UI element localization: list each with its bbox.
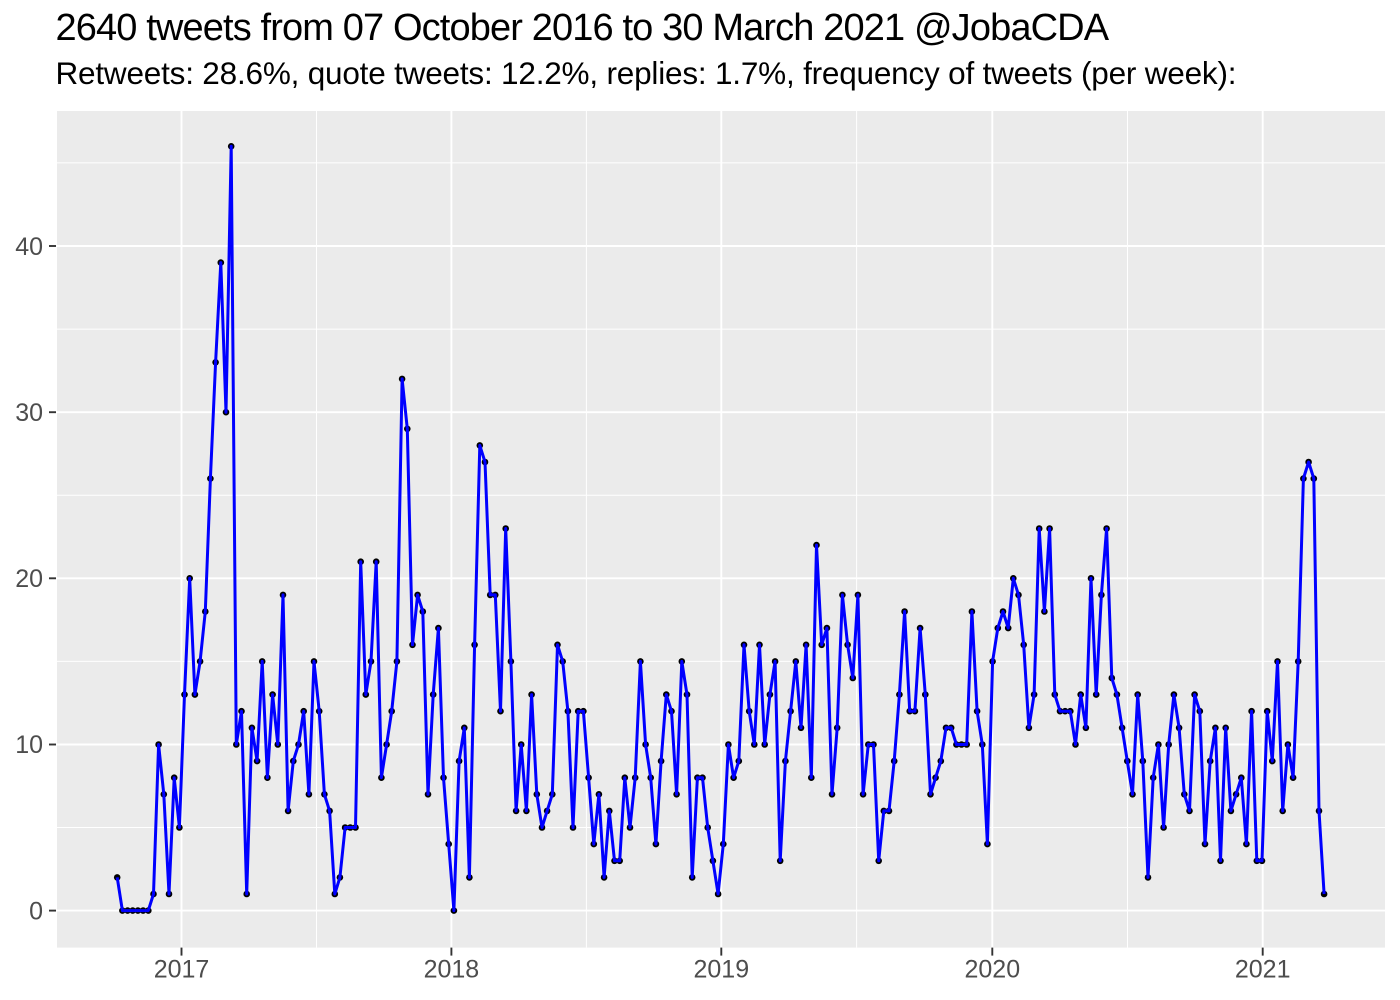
svg-text:20: 20 [15, 565, 43, 593]
svg-text:2019: 2019 [693, 956, 749, 984]
svg-text:2021: 2021 [1235, 956, 1291, 984]
svg-text:10: 10 [15, 731, 43, 759]
svg-text:30: 30 [15, 399, 43, 427]
svg-text:0: 0 [29, 897, 43, 925]
svg-text:40: 40 [15, 233, 43, 261]
svg-text:2640 tweets from 07 October 20: 2640 tweets from 07 October 2016 to 30 M… [56, 7, 1110, 49]
svg-text:2020: 2020 [964, 956, 1020, 984]
svg-text:2018: 2018 [424, 956, 480, 984]
svg-text:Retweets: 28.6%, quote tweets:: Retweets: 28.6%, quote tweets: 12.2%, re… [56, 55, 1237, 91]
svg-text:2017: 2017 [154, 956, 210, 984]
